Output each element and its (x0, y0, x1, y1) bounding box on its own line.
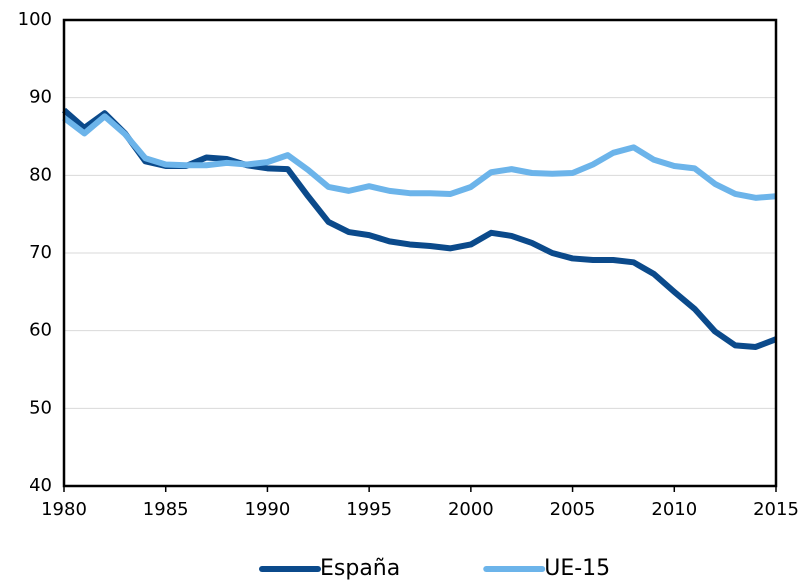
plot-frame (62, 18, 778, 488)
x-tick-label: 2015 (753, 499, 799, 520)
x-tick-label: 2000 (448, 499, 494, 520)
y-tick-label: 40 (29, 475, 52, 496)
x-tick-label: 2010 (651, 499, 697, 520)
data-line (62, 107, 778, 350)
legend: España UE-15 (259, 556, 610, 581)
axes: 40 50 60 70 80 90 100 1980 1985 1990 1995 2000 2005 2… (18, 9, 799, 520)
x-tick-label: 1980 (41, 499, 87, 520)
y-tick-label: 90 (29, 87, 52, 108)
x-tick-label: 1990 (245, 499, 291, 520)
data-line (62, 113, 777, 201)
legend-label: España (320, 556, 400, 581)
x-tick-label: 1995 (346, 499, 392, 520)
y-tick-label: 50 (29, 397, 52, 418)
y-tick-label: 80 (29, 164, 52, 185)
y-tick-label: 100 (18, 9, 52, 30)
y-tick-label: 60 (29, 320, 52, 341)
lines (62, 107, 778, 350)
x-tick-label: 2005 (550, 499, 596, 520)
x-tick-label: 1985 (143, 499, 189, 520)
y-tick-label: 70 (29, 242, 52, 263)
grid (64, 19, 776, 487)
legend-label: UE-15 (544, 556, 610, 581)
